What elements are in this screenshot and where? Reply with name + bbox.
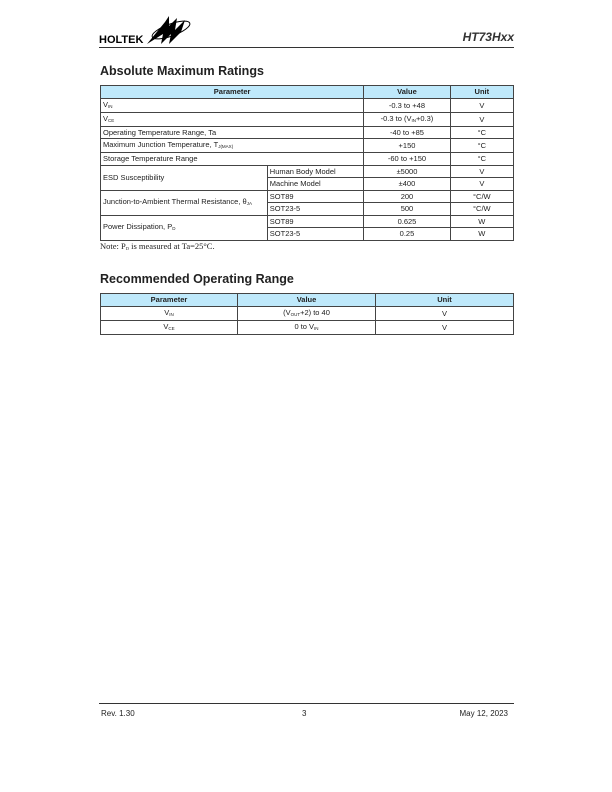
value-cell: 500 xyxy=(363,202,451,216)
column-header: Parameter xyxy=(99,85,365,99)
page-number: 3 xyxy=(302,709,307,718)
value-cell: -0.3 to (VIN+0.3) xyxy=(363,111,451,127)
table-row: VIN -0.3 to +48 V xyxy=(99,97,515,113)
svg-text:HOLTEK: HOLTEK xyxy=(99,34,143,46)
unit-cell: V xyxy=(375,319,514,335)
column-header: Unit xyxy=(375,293,514,307)
column-header: Unit xyxy=(449,85,515,99)
document-title: HT73Hxx xyxy=(462,30,514,44)
value-cell: 0.25 xyxy=(363,227,451,241)
unit-cell: V xyxy=(449,111,515,127)
unit-cell: °C xyxy=(449,138,515,153)
table-row: ESD Susceptibility Human Body Model ±5000 V xyxy=(100,164,515,191)
condition-cell: Human Body Model xyxy=(266,164,365,178)
unit-cell: °C/W xyxy=(449,202,515,216)
unit-cell: V xyxy=(375,305,514,321)
table-row: VCE 0 to VIN V xyxy=(100,319,514,335)
holtek-logo: HOLTEK xyxy=(99,16,191,46)
table-row: Operating Temperature Range, Ta -40 to +8… xyxy=(99,125,515,139)
value-cell: 200 xyxy=(363,189,451,203)
value-cell: ±400 xyxy=(363,177,451,191)
value-cell: -60 to +150 xyxy=(363,152,451,166)
param-cell: Maximum Junction Temperature, TJ(MAX) xyxy=(99,138,365,153)
value-cell: 0.625 xyxy=(363,214,451,228)
table-row: Maximum Junction Temperature, TJ(MAX) +15… xyxy=(99,138,515,153)
value-cell: (VOUT+2) to 40 xyxy=(237,305,376,321)
unit-cell: V xyxy=(449,177,515,191)
param-cell: Storage Temperature Range xyxy=(99,152,365,166)
table-header-row: Parameter Value Unit xyxy=(99,85,515,99)
condition-cell: SOT89 xyxy=(266,214,365,228)
table-row: SOT23-5 500 °C/W xyxy=(101,202,515,216)
column-header: Value xyxy=(237,293,376,307)
value-cell: 0 to VIN xyxy=(237,319,376,335)
param-cell: VCE xyxy=(100,319,238,335)
table-note: Note: PD is measured at Ta=25°C. xyxy=(100,241,215,251)
value-cell: -40 to +85 xyxy=(363,125,451,139)
date: May 12, 2023 xyxy=(459,709,508,718)
unit-cell: V xyxy=(449,97,515,113)
recommended-operating-range-table: Parameter Value Unit VIN (VOUT+2) to 40 V VC… xyxy=(100,293,514,335)
unit-cell: °C xyxy=(449,125,515,139)
table-row: Junction-to-Ambient Thermal Resistance, … xyxy=(100,189,515,216)
condition-cell: SOT89 xyxy=(266,189,365,203)
column-header: Parameter xyxy=(100,293,238,307)
absolute-maximum-ratings-table: Parameter Value Unit VIN -0.3 to +48 V VCE -0… xyxy=(99,85,515,241)
revision: Rev. 1.30 xyxy=(101,709,135,718)
unit-cell: °C xyxy=(449,152,515,166)
unit-cell: W xyxy=(449,214,515,228)
section-title-recommended-operating-range: Recommended Operating Range xyxy=(100,272,294,286)
value-cell: ±5000 xyxy=(363,164,451,178)
param-cell: Power Dissipation, PD xyxy=(100,214,268,241)
value-cell: +150 xyxy=(363,138,451,153)
condition-cell: SOT23-5 xyxy=(266,202,365,216)
table-row: VCE -0.3 to (VIN+0.3) V xyxy=(99,111,515,127)
table-row: SOT23-5 0.25 W xyxy=(101,227,515,241)
header-divider xyxy=(99,47,514,48)
unit-cell: W xyxy=(449,227,515,241)
param-cell: ESD Susceptibility xyxy=(100,164,268,191)
table-row: VIN (VOUT+2) to 40 V xyxy=(100,305,514,321)
param-cell: Operating Temperature Range, Ta xyxy=(99,125,365,139)
condition-cell: SOT23-5 xyxy=(266,227,365,241)
table-row: Power Dissipation, PD SOT89 0.625 W xyxy=(100,214,515,241)
value-cell: -0.3 to +48 xyxy=(363,97,451,113)
table-header-row: Parameter Value Unit xyxy=(100,293,514,307)
section-title-absolute-maximum-ratings: Absolute Maximum Ratings xyxy=(100,64,264,78)
param-cell: VCE xyxy=(99,111,365,127)
condition-cell: Machine Model xyxy=(266,177,365,191)
param-cell: Junction-to-Ambient Thermal Resistance, … xyxy=(100,189,268,216)
unit-cell: V xyxy=(449,164,515,178)
table-row: Storage Temperature Range -60 to +150 °C xyxy=(99,152,515,166)
param-cell: VIN xyxy=(99,97,365,113)
param-cell: VIN xyxy=(100,305,238,321)
column-header: Value xyxy=(363,85,451,99)
unit-cell: °C/W xyxy=(449,189,515,203)
footer-divider xyxy=(99,703,514,704)
